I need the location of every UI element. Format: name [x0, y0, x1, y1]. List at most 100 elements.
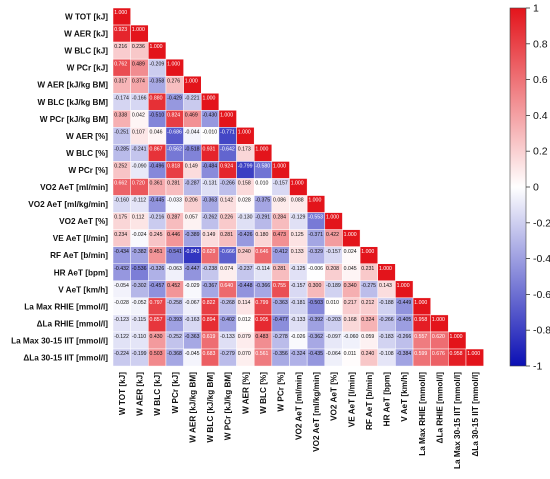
cell-value-label: 0.112 — [132, 215, 145, 221]
colorbar-tick-label: 0.8 — [533, 38, 548, 50]
cell-value-label: -0.503 — [308, 300, 323, 306]
cell-value-label: 0.088 — [291, 198, 304, 204]
cell-value-label: -0.237 — [238, 266, 253, 272]
cell-value-label: -0.382 — [132, 249, 147, 255]
cell-value-label: -0.447 — [185, 266, 200, 272]
cell-value-label: 0.245 — [150, 232, 163, 238]
cell-value-label: 0.180 — [255, 232, 268, 238]
cell-value-label: 1.000 — [238, 129, 251, 135]
cell-value-label: -0.771 — [220, 129, 235, 135]
cell-value-label: 0.561 — [255, 351, 268, 357]
cell-value-label: -0.389 — [185, 232, 200, 238]
cell-value-label: -0.188 — [379, 300, 394, 306]
cell-value-label: -0.356 — [273, 351, 288, 357]
cell-value-label: -0.033 — [167, 198, 182, 204]
column-label: HR AeT [bpm] — [383, 372, 392, 427]
cell-value-label: 1.000 — [308, 198, 321, 204]
cell-value-label: 0.281 — [167, 181, 180, 187]
cell-value-label: -0.412 — [273, 249, 288, 255]
colorbar-tick-label: -1 — [533, 361, 542, 373]
cell-value-label: 0.662 — [114, 181, 127, 187]
cell-value-label: -0.199 — [132, 351, 147, 357]
cell-value-label: -0.028 — [114, 300, 129, 306]
cell-value-label: 0.374 — [132, 78, 145, 84]
cell-value-label: 0.324 — [361, 317, 374, 323]
cell-value-label: 0.028 — [238, 198, 251, 204]
cell-value-label: 0.640 — [220, 283, 233, 289]
cell-value-label: -0.291 — [255, 215, 270, 221]
cell-value-label: -0.445 — [150, 198, 165, 204]
cell-value-label: -0.006 — [308, 266, 323, 272]
cell-value-label: 0.070 — [238, 351, 251, 357]
cell-value-label: -0.275 — [361, 283, 376, 289]
cell-value-label: 0.240 — [238, 249, 251, 255]
column-label: W PCr [kJ/kg BM] — [224, 372, 233, 441]
cell-value-label: 0.057 — [185, 215, 198, 221]
cell-value-label: -0.157 — [273, 181, 288, 187]
cell-value-label: -0.251 — [114, 129, 129, 135]
cell-value-label: -0.122 — [114, 334, 129, 340]
cell-value-label: 0.762 — [114, 61, 127, 67]
row-label: La Max RHIE [mmol/l] — [24, 302, 108, 311]
cell-value-label: -0.064 — [326, 351, 341, 357]
cell-value-label: 0.797 — [150, 300, 163, 306]
cell-value-label: -0.510 — [150, 112, 165, 118]
cell-value-label: 0.143 — [379, 283, 392, 289]
column-labels: W TOT [kJ] W AER [kJ] W BLC [kJ] W PCr [kJ]… — [118, 372, 480, 469]
cell-value-label: -0.375 — [255, 198, 270, 204]
column-label: VO2 AeT [%] — [330, 372, 339, 421]
cell-value-label: -0.541 — [167, 249, 182, 255]
cell-value-label: 0.300 — [308, 283, 321, 289]
column-label: W BLC [kJ/kg BM] — [206, 372, 215, 443]
cell-value-label: 0.281 — [273, 266, 286, 272]
cell-value-label: -0.216 — [150, 215, 165, 221]
cell-value-label: -0.457 — [150, 283, 165, 289]
cell-value-label: -0.125 — [291, 266, 306, 272]
cell-value-label: -0.114 — [255, 266, 269, 272]
cell-value-label: 0.599 — [414, 351, 427, 357]
cell-value-label: 1.000 — [273, 164, 286, 170]
colorbar-tick-label: 0 — [533, 182, 539, 194]
column-label: W BLC [%] — [259, 372, 268, 414]
cell-value-label: 0.620 — [432, 334, 445, 340]
cell-value-label: -0.392 — [308, 317, 323, 323]
cell-value-label: 0.958 — [414, 317, 427, 323]
cell-value-label: 0.012 — [238, 317, 251, 323]
cell-value-label: 1.000 — [255, 147, 268, 153]
cell-value-label: -0.163 — [185, 317, 200, 323]
cell-value-label: -0.203 — [326, 317, 341, 323]
cell-value-label: -0.221 — [185, 95, 200, 101]
cell-value-label: -0.432 — [114, 266, 129, 272]
cell-value-label: 0.557 — [414, 334, 427, 340]
cell-value-label: -0.843 — [185, 249, 200, 255]
cell-value-label: -0.044 — [185, 129, 200, 135]
cell-value-label: 0.503 — [150, 351, 163, 357]
cell-value-label: -0.580 — [255, 164, 270, 170]
cell-value-label: -0.405 — [397, 317, 412, 323]
cell-value-label: -0.448 — [238, 283, 253, 289]
cell-value-label: -0.209 — [150, 61, 165, 67]
cell-value-label: -0.358 — [150, 78, 165, 84]
colorbar-tick-label: -0.6 — [533, 289, 550, 301]
cell-value-label: -0.363 — [202, 198, 217, 204]
cell-value-label: 0.240 — [361, 351, 374, 357]
cell-value-label: 1.000 — [220, 112, 233, 118]
cell-value-label: 1.000 — [450, 334, 463, 340]
cell-value-label: 0.317 — [114, 78, 127, 84]
column-label: W AER [kJ] — [135, 372, 144, 416]
cell-value-label: 0.074 — [220, 266, 233, 272]
cell-value-label: 0.799 — [255, 300, 268, 306]
cell-value-label: 0.206 — [185, 198, 198, 204]
cell-value-label: 1.000 — [150, 44, 163, 50]
cell-value-label: 0.340 — [344, 283, 357, 289]
cell-value-label: -0.090 — [132, 164, 147, 170]
cell-value-label: -0.278 — [273, 334, 288, 340]
cell-value-label: 0.010 — [326, 300, 339, 306]
cell-value-label: -0.238 — [202, 266, 217, 272]
cell-value-label: -0.562 — [167, 147, 182, 153]
cell-value-label: 0.931 — [202, 147, 215, 153]
cell-value-label: -0.434 — [114, 249, 129, 255]
cell-value-label: 0.338 — [114, 112, 127, 118]
cell-value-label: 0.208 — [326, 266, 339, 272]
cell-value-label: -0.642 — [220, 147, 235, 153]
